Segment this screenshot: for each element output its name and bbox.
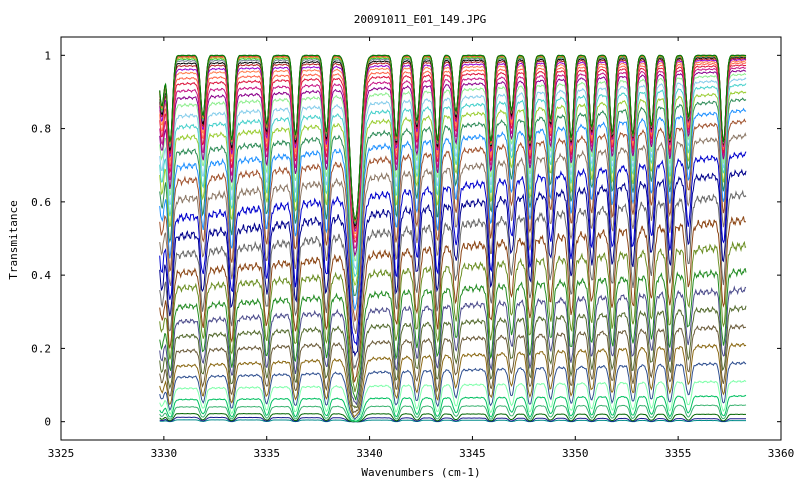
series-line: [159, 132, 747, 335]
series-line: [159, 361, 747, 421]
series-line: [159, 189, 747, 371]
y-tick-label: 1: [44, 49, 51, 62]
series-line: [159, 267, 747, 401]
series-line: [159, 394, 747, 422]
x-tick-label: 3345: [459, 447, 486, 460]
series-line: [159, 404, 747, 423]
series-line: [159, 416, 746, 423]
series-line: [159, 342, 747, 419]
series-line: [159, 216, 747, 383]
series-line: [159, 285, 747, 406]
y-tick-label: 0: [44, 416, 51, 429]
chart-title: 20091011_E01_149.JPG: [354, 13, 486, 26]
x-tick-label: 3335: [253, 447, 280, 460]
series-line: [159, 151, 747, 346]
x-tick-label: 3355: [665, 447, 692, 460]
x-tick-label: 3340: [356, 447, 383, 460]
plot-frame: [60, 36, 782, 441]
series-line: [159, 379, 747, 422]
series-line: [159, 54, 747, 220]
axis-ticks: 3325 3330 3335 3340 3345 3350 3355 3360 0 0.2 0.4 0…: [31, 37, 794, 460]
series-line: [159, 240, 747, 393]
y-axis-label: Transmitance: [7, 200, 20, 279]
y-tick-label: 0.2: [31, 342, 51, 355]
series-line: [159, 323, 747, 414]
series-line: [159, 304, 747, 409]
x-tick-label: 3325: [48, 447, 75, 460]
series-line: [159, 412, 746, 423]
x-axis-label: Wavenumbers (cm-1): [361, 466, 480, 479]
series-line: [159, 419, 746, 423]
y-tick-label: 0.4: [31, 269, 51, 282]
series-line: [159, 90, 747, 286]
y-tick-label: 0.8: [31, 123, 51, 136]
series-line: [159, 118, 747, 323]
x-tick-label: 3360: [768, 447, 795, 460]
series-line: [159, 107, 747, 312]
y-tick-label: 0.6: [31, 196, 51, 209]
series-layer: [159, 54, 747, 423]
series-line: [159, 168, 747, 357]
x-tick-label: 3350: [562, 447, 589, 460]
x-tick-label: 3330: [151, 447, 178, 460]
